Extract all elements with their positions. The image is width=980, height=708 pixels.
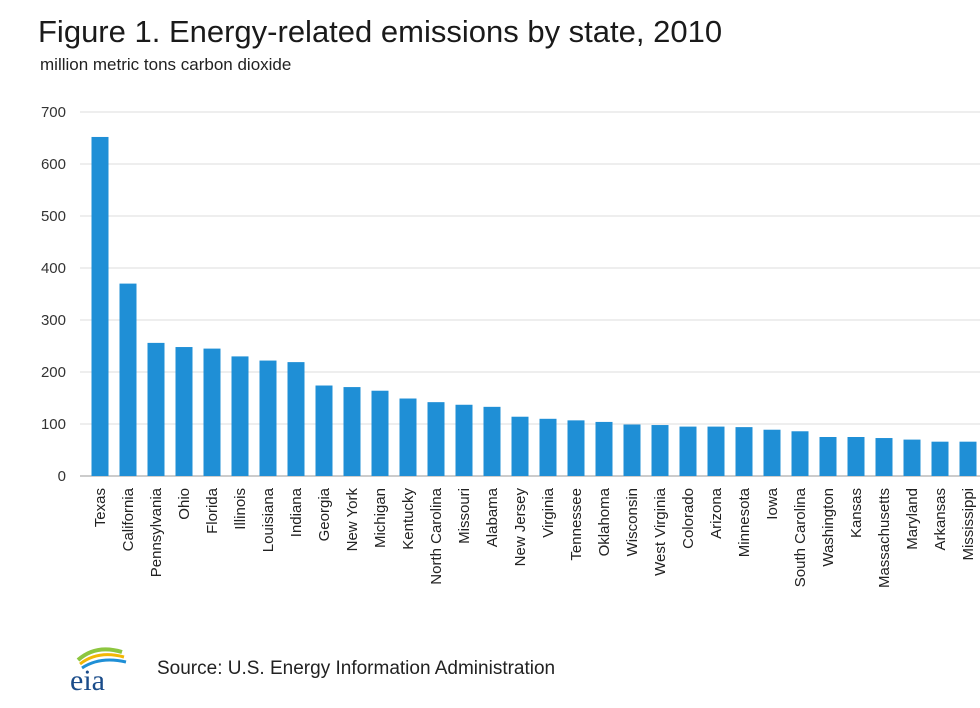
- bar-alabama: [483, 406, 501, 476]
- x-tick-label: Tennessee: [568, 488, 585, 561]
- bar-indiana: [287, 362, 305, 476]
- bar-washington: [819, 437, 837, 476]
- x-tick-label: Oklahoma: [596, 487, 613, 556]
- x-tick-label: Mississippi: [960, 488, 977, 561]
- bar-colorado: [679, 426, 697, 476]
- x-tick-label: Illinois: [232, 488, 249, 530]
- x-tick-label: Minnesota: [736, 487, 753, 557]
- eia-logo: eia: [66, 638, 134, 697]
- x-tick-label: Kentucky: [400, 488, 417, 550]
- x-tick-label: California: [120, 487, 137, 551]
- bar-west-virginia: [651, 425, 669, 476]
- bar-wisconsin: [623, 424, 641, 476]
- x-tick-label: North Carolina: [428, 487, 445, 584]
- y-axis-ticks: 0 100 200 300 400 500 600 700: [41, 104, 66, 485]
- x-tick-label: Colorado: [680, 488, 697, 549]
- bar-new-york: [343, 387, 361, 476]
- x-tick-label: Michigan: [372, 488, 389, 548]
- y-tick-label: 700: [41, 104, 66, 121]
- bar-new-jersey: [511, 416, 529, 476]
- x-axis-labels: Texas California Pennsylvania Ohio Florida Il…: [92, 487, 977, 588]
- bar-chart: 0 100 200 300 400 500 600 700 Texas California Pe…: [41, 104, 980, 588]
- bar-illinois: [231, 356, 249, 476]
- x-tick-label: Massachusetts: [876, 488, 893, 588]
- x-tick-label: Washington: [820, 488, 837, 567]
- y-tick-label: 600: [41, 156, 66, 173]
- bar-pennsylvania: [147, 342, 165, 476]
- x-tick-label: Wisconsin: [624, 488, 641, 556]
- bar-north-carolina: [427, 402, 445, 476]
- y-tick-label: 500: [41, 208, 66, 225]
- x-tick-label: Georgia: [316, 487, 333, 541]
- x-tick-label: Indiana: [288, 487, 305, 537]
- x-tick-label: South Carolina: [792, 487, 809, 587]
- bar-texas: [91, 136, 109, 476]
- x-tick-label: New Jersey: [512, 488, 529, 567]
- bar-louisiana: [259, 360, 277, 476]
- x-tick-label: Kansas: [848, 488, 865, 538]
- x-tick-label: Pennsylvania: [148, 487, 165, 577]
- bar-arkansas: [931, 441, 949, 476]
- bar-georgia: [315, 385, 333, 476]
- y-tick-label: 400: [41, 260, 66, 277]
- bar-oklahoma: [595, 421, 613, 476]
- x-tick-label: Texas: [92, 488, 109, 527]
- bar-south-carolina: [791, 431, 809, 476]
- bar-virginia: [539, 418, 557, 476]
- bar-ohio: [175, 347, 193, 476]
- y-tick-label: 100: [41, 416, 66, 433]
- bar-mississippi: [959, 441, 977, 476]
- x-tick-label: Arizona: [708, 487, 725, 539]
- bar-tennessee: [567, 420, 585, 476]
- x-tick-label: Alabama: [484, 487, 501, 547]
- bars: [91, 136, 977, 476]
- bar-iowa: [763, 429, 781, 476]
- x-tick-label: Iowa: [764, 487, 781, 519]
- x-tick-label: Arkansas: [932, 488, 949, 551]
- bar-massachusetts: [875, 438, 893, 476]
- x-tick-label: Virginia: [540, 487, 557, 537]
- chart-subtitle: million metric tons carbon dioxide: [40, 55, 292, 74]
- bar-arizona: [707, 426, 725, 476]
- bar-missouri: [455, 404, 473, 476]
- bar-california: [119, 283, 137, 476]
- bar-kentucky: [399, 398, 417, 476]
- bar-florida: [203, 348, 221, 476]
- bar-maryland: [903, 439, 921, 476]
- y-tick-label: 0: [58, 468, 66, 485]
- x-tick-label: Missouri: [456, 488, 473, 544]
- x-tick-label: Florida: [204, 487, 221, 534]
- bar-minnesota: [735, 427, 753, 476]
- source-note: Source: U.S. Energy Information Administ…: [157, 658, 556, 679]
- x-tick-label: Maryland: [904, 488, 921, 550]
- x-tick-label: West Virginia: [652, 487, 669, 575]
- y-tick-label: 300: [41, 312, 66, 329]
- x-tick-label: Ohio: [176, 488, 193, 520]
- x-tick-label: Louisiana: [260, 487, 277, 552]
- bar-michigan: [371, 390, 389, 476]
- y-tick-label: 200: [41, 364, 66, 381]
- eia-logo-text: eia: [70, 664, 105, 694]
- bar-kansas: [847, 437, 865, 476]
- x-tick-label: New York: [344, 488, 361, 552]
- chart-title: Figure 1. Energy-related emissions by st…: [38, 14, 723, 49]
